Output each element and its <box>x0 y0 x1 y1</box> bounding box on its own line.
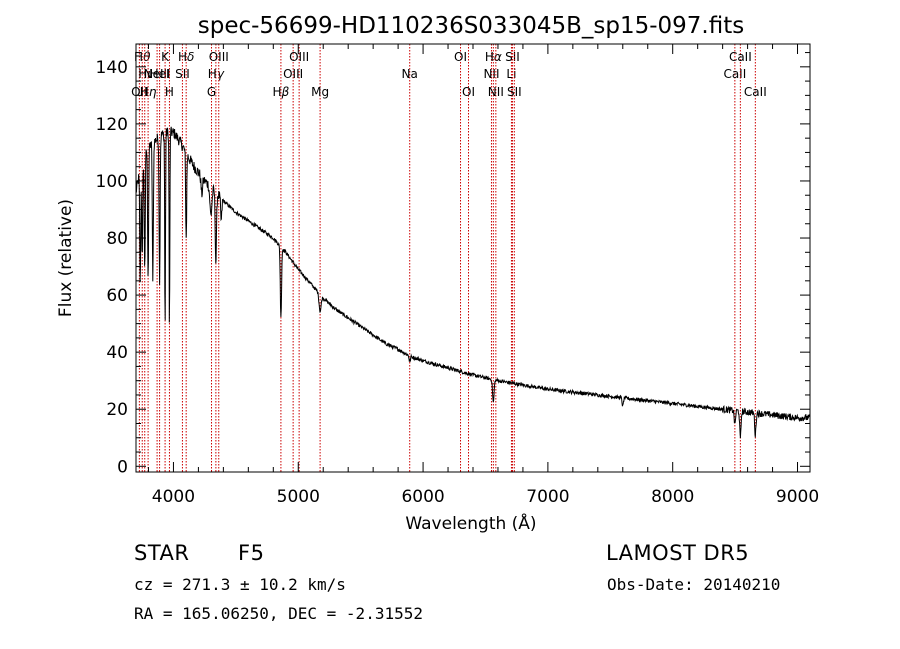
line-label-h-21: Hα <box>485 50 502 64</box>
line-label-oiii-15: OIII <box>289 50 309 64</box>
line-label-neiii-4: NeIII <box>144 67 171 81</box>
line-label-sii-24: SII <box>505 50 520 64</box>
line-label-mg-16: Mg <box>311 85 329 99</box>
line-label-h-1: Hθ <box>134 50 151 64</box>
line-label-h-3: Hη <box>140 85 157 99</box>
y-tick-label-140: 140 <box>96 58 128 78</box>
line-label-h-7: H <box>165 85 174 99</box>
y-tick-label-60: 60 <box>106 286 128 306</box>
line-label-hei-5: HeI <box>150 67 170 81</box>
line-label-caii-27: CaII <box>729 50 752 64</box>
ra-dec-coordinates: RA = 165.06250, DEC = -2.31552 <box>134 604 423 623</box>
object-class: STAR <box>134 541 190 565</box>
object-subclass: F5 <box>238 541 265 565</box>
y-tick-label-80: 80 <box>106 229 128 249</box>
survey-name: LAMOST DR5 <box>606 541 750 565</box>
line-label-sii-8: SII <box>175 67 190 81</box>
line-label-li-23: Li <box>506 67 516 81</box>
line-label-oiii-14: OIII <box>283 67 303 81</box>
line-label-na-17: Na <box>402 67 418 81</box>
line-label-sii-25: SII <box>507 85 522 99</box>
line-label-g-10: G <box>207 85 216 99</box>
spectrum-line <box>135 126 811 439</box>
chart-title: spec-56699-HD110236S033045B_sp15-097.fit… <box>198 13 744 39</box>
x-tick-label-5000: 5000 <box>277 487 320 507</box>
emission-line-markers: OIIHθHιHηNeIIIHeIKHSIIHδGHγOIIIHβOIIIOII… <box>131 44 767 472</box>
line-label-oi-19: OI <box>462 85 475 99</box>
x-axis-ticks: 4000 5000 6000 7000 8000 9000 <box>147 44 819 507</box>
line-label-oi-18: OI <box>454 50 467 64</box>
line-label-nii-22: NII <box>488 85 504 99</box>
y-axis-label: Flux (relative) <box>56 199 76 317</box>
y-tick-label-120: 120 <box>96 115 128 135</box>
redshift-cz: cz = 271.3 ± 10.2 km/s <box>134 575 346 594</box>
y-tick-label-20: 20 <box>106 400 128 420</box>
line-label-h-9: Hδ <box>178 50 194 64</box>
x-tick-label-7000: 7000 <box>526 487 569 507</box>
line-label-oiii-12: OIII <box>209 50 229 64</box>
y-axis-ticks: 0 20 40 60 80 100 120 140 <box>96 52 810 477</box>
line-label-caii-28: CaII <box>744 85 767 99</box>
y-tick-label-0: 0 <box>117 457 128 477</box>
x-tick-label-4000: 4000 <box>152 487 195 507</box>
x-tick-label-8000: 8000 <box>651 487 694 507</box>
line-label-caii-26: CaII <box>723 67 746 81</box>
line-label-k-6: K <box>161 50 170 64</box>
line-label-h-11: Hγ <box>208 67 225 81</box>
obs-date: Obs-Date: 20140210 <box>607 575 781 594</box>
spectrum-series <box>135 126 811 439</box>
x-axis-label: Wavelength (Å) <box>405 512 536 534</box>
line-label-nii-20: NII <box>483 67 499 81</box>
x-tick-label-6000: 6000 <box>401 487 444 507</box>
line-label-h-13: Hβ <box>273 85 290 99</box>
y-tick-label-100: 100 <box>96 172 128 192</box>
line-label-oii-0: OII <box>131 85 148 99</box>
x-tick-label-9000: 9000 <box>776 487 819 507</box>
y-tick-label-40: 40 <box>106 343 128 363</box>
